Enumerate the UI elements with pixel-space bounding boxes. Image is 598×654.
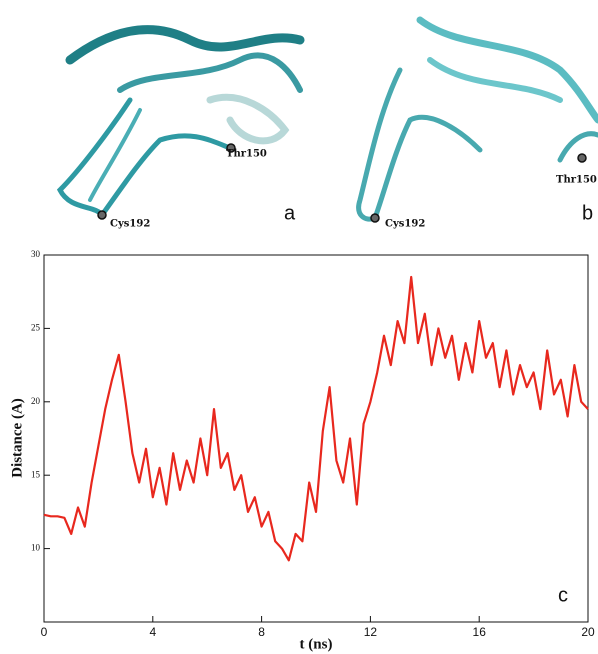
residue-label: Thr150	[226, 149, 267, 160]
y-tick-label: 10	[31, 543, 41, 553]
plot-frame	[43, 254, 589, 623]
x-tick-label: 20	[581, 625, 595, 639]
x-tick-label: 4	[149, 625, 156, 639]
panel-label: c	[558, 584, 568, 606]
panel-label: a	[284, 202, 296, 224]
y-tick-label: 15	[31, 469, 41, 479]
x-tick-label: 12	[364, 625, 378, 639]
residue-label: Cys192	[110, 219, 150, 230]
protein-b	[356, 16, 598, 223]
x-tick-label: 8	[258, 625, 265, 639]
protein-a	[44, 12, 306, 234]
residue-label: Thr150	[556, 175, 597, 186]
x-tick-label: 0	[41, 625, 48, 639]
data-line	[43, 275, 589, 562]
x-tick-label: 16	[473, 625, 487, 639]
y-tick-label: 25	[31, 322, 41, 332]
panel-label: b	[582, 202, 593, 224]
residue-label: Cys192	[385, 219, 425, 230]
y-tick-label: 30	[31, 249, 41, 259]
y-axis-title: Distance (A)	[9, 398, 25, 478]
y-tick-label: 20	[31, 396, 41, 406]
x-axis-title: t (ns)	[300, 636, 333, 652]
